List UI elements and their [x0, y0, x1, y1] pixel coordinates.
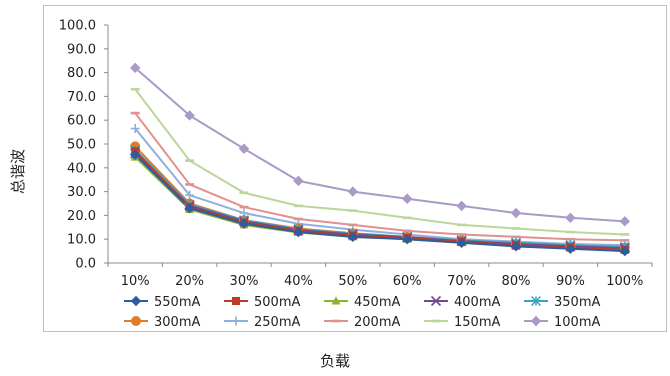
legend-marker — [231, 316, 241, 326]
legend-marker — [130, 295, 142, 307]
y-tick-label: 30.0 — [67, 185, 96, 200]
data-point-550mA — [347, 231, 359, 243]
data-point-150mA — [457, 223, 467, 227]
data-point-100mA — [238, 143, 250, 154]
legend-marker — [430, 295, 442, 307]
data-point-200mA — [620, 239, 630, 242]
legend-label: 450mA — [354, 295, 400, 310]
data-point-550mA — [129, 149, 141, 160]
legend-marker — [530, 295, 542, 307]
data-point-150mA — [239, 191, 249, 195]
legend-label: 200mA — [354, 315, 400, 330]
data-point-250mA — [130, 124, 140, 134]
y-tick-label: 20.0 — [67, 209, 96, 224]
x-tick-label: 80% — [502, 274, 531, 289]
legend-marker — [331, 296, 341, 305]
x-tick-label: 40% — [284, 274, 313, 289]
y-tick-label: 0.0 — [75, 257, 96, 272]
data-point-150mA — [620, 233, 630, 236]
data-point-150mA — [348, 209, 358, 212]
series-line-100mA — [134, 67, 625, 223]
series-line-550mA — [134, 153, 625, 253]
y-tick-label: 10.0 — [67, 233, 96, 248]
x-tick-label: 100% — [606, 274, 643, 289]
data-point-200mA — [239, 205, 249, 209]
legend-marker — [530, 315, 542, 327]
series-line-200mA — [134, 112, 625, 242]
x-tick-label: 10% — [121, 274, 150, 289]
data-point-150mA — [511, 227, 521, 230]
data-point-550mA — [293, 226, 304, 238]
data-point-550mA — [619, 245, 631, 257]
legend-label: 400mA — [454, 295, 500, 310]
series-line-500mA — [134, 150, 625, 251]
legend-label: 500mA — [254, 295, 300, 310]
x-tick-label: 70% — [447, 274, 476, 289]
series-markers — [129, 62, 631, 257]
data-point-100mA — [510, 207, 522, 219]
data-point-550mA — [401, 233, 413, 245]
data-point-200mA — [511, 235, 521, 239]
data-point-150mA — [402, 216, 412, 220]
y-tick-label: 100.0 — [59, 19, 96, 34]
legend-marker — [331, 319, 341, 323]
data-point-250mA — [185, 190, 195, 200]
series-line-250mA — [134, 127, 625, 247]
legend-label: 300mA — [154, 315, 200, 330]
data-point-550mA — [238, 218, 250, 229]
x-tick-label: 50% — [338, 274, 367, 289]
series-line-150mA — [134, 88, 625, 236]
y-tick-label: 80.0 — [67, 66, 96, 81]
y-tick-label: 90.0 — [67, 42, 96, 57]
data-point-100mA — [456, 200, 467, 212]
data-point-150mA — [130, 87, 140, 91]
data-point-550mA — [565, 243, 576, 254]
y-tick-label: 70.0 — [67, 90, 96, 105]
data-point-100mA — [619, 216, 631, 227]
x-axis-title: 负载 — [319, 352, 350, 370]
data-point-200mA — [565, 237, 575, 241]
x-tick-label: 30% — [230, 274, 259, 289]
legend: 550mA 500mA 450mA 400mA 350mA 300mA 250mA 200mA… — [124, 295, 600, 330]
data-point-100mA — [347, 186, 359, 197]
data-point-200mA — [348, 223, 358, 227]
legend-label: 100mA — [554, 315, 600, 330]
legend-marker — [232, 297, 240, 305]
data-point-100mA — [293, 175, 304, 187]
data-point-100mA — [129, 62, 141, 74]
data-point-550mA — [456, 237, 467, 248]
legend-marker — [131, 316, 141, 326]
data-point-200mA — [185, 183, 195, 186]
legend-marker — [431, 319, 441, 323]
y-tick-label: 40.0 — [67, 161, 96, 176]
data-point-150mA — [293, 204, 303, 208]
data-point-150mA — [185, 159, 195, 162]
legend-label: 150mA — [454, 315, 500, 330]
x-tick-label: 90% — [556, 274, 585, 289]
legend-label: 250mA — [254, 315, 300, 330]
data-point-200mA — [130, 111, 140, 115]
data-point-100mA — [401, 193, 413, 204]
data-point-100mA — [184, 110, 195, 121]
data-point-550mA — [184, 203, 195, 214]
data-point-550mA — [510, 241, 522, 252]
data-point-100mA — [565, 212, 576, 223]
axes: 0.0 10.0 20.0 30.0 40.0 50.0 60.0 70.0 80.0 90.0 1… — [59, 19, 653, 289]
legend-label: 550mA — [154, 295, 200, 310]
series-lines — [134, 67, 625, 253]
y-tick-label: 60.0 — [67, 114, 96, 129]
data-point-150mA — [565, 230, 575, 234]
data-point-200mA — [457, 233, 467, 236]
x-tick-label: 20% — [175, 274, 204, 289]
y-tick-label: 50.0 — [67, 138, 96, 153]
legend-label: 350mA — [554, 295, 600, 310]
x-tick-label: 60% — [393, 274, 422, 289]
data-point-200mA — [293, 217, 303, 221]
